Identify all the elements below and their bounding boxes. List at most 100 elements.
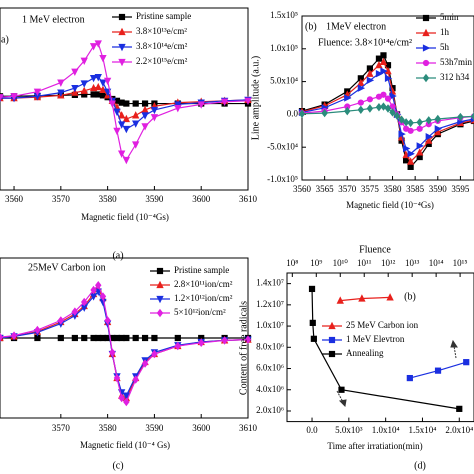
y-tick-label: 1.0x10⁵ <box>270 43 298 53</box>
marker <box>10 331 18 340</box>
marker <box>123 100 130 107</box>
marker <box>99 85 107 93</box>
marker <box>113 108 121 116</box>
marker <box>132 334 139 342</box>
y-tick-label: 5.0x10⁴ <box>270 76 298 86</box>
legend-label: 25 MeV Carbon ion <box>346 320 419 330</box>
legend-label: 2.8×10¹¹ion/cm² <box>174 279 233 289</box>
y-tick-label: 4.0x10⁶ <box>256 384 284 394</box>
marker <box>174 341 182 351</box>
legend-label: 5h <box>440 42 450 52</box>
marker <box>118 393 125 403</box>
marker <box>407 118 414 128</box>
marker <box>81 334 88 342</box>
marker <box>57 334 64 342</box>
marker <box>122 125 131 134</box>
marker <box>132 111 140 119</box>
legend-label: 1h <box>440 27 450 37</box>
annotation: 1MeV electron <box>326 21 386 32</box>
marker <box>321 108 328 118</box>
x-axis-title: Time after irratiation(min) <box>327 441 422 451</box>
marker <box>422 28 430 37</box>
marker <box>328 350 336 358</box>
x-tick-label: 3570 <box>338 184 357 194</box>
marker <box>80 80 88 88</box>
marker <box>156 267 164 275</box>
panel-caption: (a) <box>112 250 123 261</box>
marker <box>425 136 433 144</box>
marker <box>384 74 393 82</box>
marker <box>122 156 131 165</box>
marker <box>141 359 149 368</box>
marker <box>366 96 373 103</box>
legend-label: 1 MeV Elevtron <box>346 334 405 344</box>
marker <box>456 405 463 412</box>
marker <box>380 102 387 111</box>
y-tick-label: 0.0 <box>287 108 299 118</box>
marker <box>398 115 405 124</box>
marker <box>425 116 432 125</box>
marker <box>379 57 388 66</box>
x-tick-label: 3580 <box>99 194 118 204</box>
marker <box>151 349 158 359</box>
marker <box>95 280 102 290</box>
panel-label: (b) <box>305 21 317 32</box>
marker <box>221 336 228 345</box>
y-tick-label: 2.0x10⁶ <box>256 405 284 415</box>
y-tick-label: 6.0x10⁶ <box>256 363 284 373</box>
marker <box>174 334 181 342</box>
marker <box>57 89 65 97</box>
marker <box>402 118 410 127</box>
marker <box>94 82 102 91</box>
marker <box>422 59 430 67</box>
marker <box>434 114 442 124</box>
marker <box>389 92 397 100</box>
marker <box>94 40 102 48</box>
x2-tick-label: 10⁹ <box>310 258 322 268</box>
marker <box>380 52 387 59</box>
y-tick-label: 8.0x10⁶ <box>256 341 284 351</box>
marker <box>132 120 140 128</box>
marker <box>416 118 423 127</box>
marker <box>357 99 364 106</box>
x-tick-label: 3575 <box>361 184 380 194</box>
panel-caption: (b) <box>404 291 416 302</box>
legend-label: 5min <box>440 12 459 22</box>
marker <box>344 106 351 116</box>
x2-axis-title: Fluence <box>359 244 391 255</box>
x-axis-title: Magnetic field (10⁻⁴ Gs) <box>80 440 170 450</box>
arrow <box>453 345 457 359</box>
x-tick-label: 3590 <box>145 194 164 204</box>
annotation: Fluence: 3.8×10¹⁴e/cm² <box>318 37 412 48</box>
marker <box>416 125 423 132</box>
y-axis-title: Line amplitude (a.u.) <box>250 56 261 140</box>
marker <box>123 397 130 407</box>
annotation: 25MeV Carbon ion <box>28 262 106 273</box>
marker <box>407 163 414 170</box>
marker <box>366 76 375 84</box>
marker <box>380 67 388 75</box>
series-line <box>340 296 391 302</box>
marker <box>336 296 344 304</box>
x-tick-label: 3590 <box>429 184 448 194</box>
marker <box>463 359 470 366</box>
marker <box>71 84 79 93</box>
y-axis-title: Content of free radicals <box>238 301 249 395</box>
marker <box>94 74 102 82</box>
marker <box>132 375 139 384</box>
legend-label: 1.2×10¹²ion/cm² <box>174 293 233 303</box>
marker <box>407 127 414 134</box>
x-tick-label: 3570 <box>52 194 71 204</box>
x-axis-title: Magnetic field (10⁻⁴Gs) <box>81 212 169 222</box>
marker <box>0 332 4 342</box>
marker <box>174 105 182 113</box>
x-tick-label: 3600 <box>192 194 211 204</box>
marker <box>150 106 159 115</box>
marker <box>132 100 139 107</box>
x-tick-label: 1.0x10⁴ <box>372 425 400 435</box>
marker <box>122 114 131 123</box>
marker <box>310 335 317 342</box>
marker <box>80 297 88 307</box>
marker <box>406 374 413 382</box>
